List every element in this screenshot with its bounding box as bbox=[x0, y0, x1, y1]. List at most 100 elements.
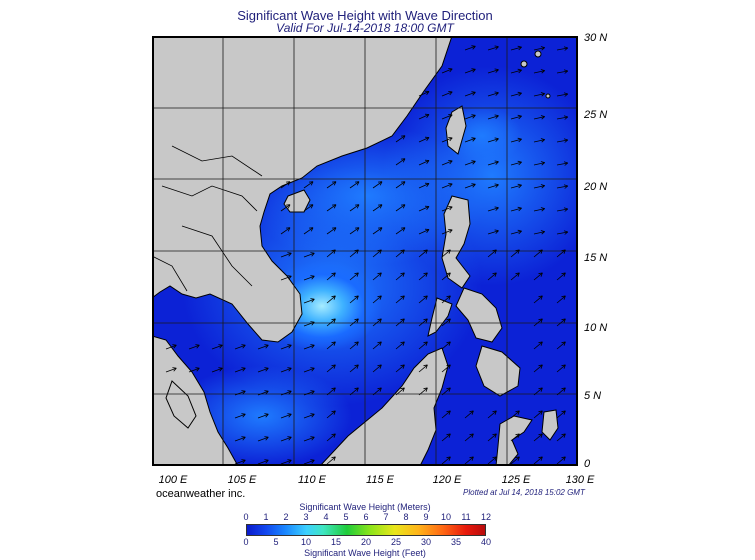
wave-direction-arrow bbox=[464, 91, 476, 97]
wave-direction-arrow bbox=[372, 272, 382, 281]
wave-direction-arrow bbox=[234, 344, 246, 350]
wave-direction-arrow bbox=[349, 272, 359, 281]
wave-direction-arrow bbox=[349, 227, 360, 235]
wave-direction-arrow bbox=[280, 275, 292, 281]
wave-direction-arrow bbox=[418, 341, 428, 350]
wave-direction-arrow bbox=[556, 433, 566, 442]
wave-direction-arrow bbox=[441, 387, 451, 396]
wave-direction-arrow bbox=[487, 456, 497, 465]
wave-direction-arrow bbox=[211, 367, 223, 373]
wave-direction-arrow bbox=[556, 185, 568, 189]
wave-direction-arrow bbox=[395, 387, 405, 396]
wave-direction-arrow bbox=[487, 69, 499, 74]
wave-direction-arrow bbox=[303, 390, 315, 396]
wave-direction-arrow bbox=[188, 367, 200, 373]
wave-direction-arrow bbox=[533, 185, 545, 189]
wave-direction-arrow bbox=[349, 364, 359, 373]
wave-direction-arrow bbox=[464, 114, 476, 120]
wave-direction-arrow bbox=[303, 252, 315, 258]
wave-direction-arrow bbox=[418, 183, 430, 189]
wave-direction-arrow bbox=[510, 69, 522, 74]
wave-direction-arrow bbox=[303, 275, 315, 281]
wave-direction-arrow bbox=[395, 364, 405, 373]
wave-direction-arrow bbox=[326, 272, 336, 281]
colorbar-meter-tick: 2 bbox=[283, 512, 289, 522]
lon-label-110e: 110 E bbox=[298, 474, 326, 486]
wave-direction-arrow bbox=[487, 161, 499, 166]
colorbar-feet-tick: 40 bbox=[480, 537, 491, 547]
colorbar-title-feet: Significant Wave Height (Feet) bbox=[304, 548, 426, 558]
wave-direction-arrow bbox=[349, 318, 359, 327]
wave-direction-arrow bbox=[510, 184, 522, 189]
wave-direction-arrow bbox=[510, 138, 522, 143]
wave-direction-arrow bbox=[533, 70, 545, 74]
wave-direction-arrow bbox=[418, 229, 430, 235]
wave-direction-arrow bbox=[257, 413, 269, 419]
wave-direction-arrow bbox=[533, 162, 545, 166]
wave-direction-arrow bbox=[395, 135, 406, 143]
wave-direction-arrow bbox=[464, 410, 474, 419]
wave-direction-arrow bbox=[556, 116, 568, 120]
wave-direction-arrow bbox=[234, 390, 246, 396]
wave-direction-arrow bbox=[464, 68, 476, 74]
wave-direction-arrow bbox=[464, 45, 476, 51]
wave-direction-arrow bbox=[464, 137, 476, 143]
wave-direction-arrow bbox=[441, 410, 451, 419]
lat-lon-grid bbox=[152, 36, 578, 466]
wave-direction-arrow bbox=[395, 341, 405, 350]
wave-direction-arrow bbox=[556, 318, 566, 327]
wave-direction-arrow bbox=[441, 295, 451, 304]
colorbar-title-meters: Significant Wave Height (Meters) bbox=[299, 502, 431, 512]
wave-direction-arrow bbox=[556, 341, 566, 350]
wave-direction-arrow bbox=[556, 410, 566, 419]
wave-direction-arrow bbox=[349, 204, 360, 212]
wave-direction-arrow bbox=[257, 390, 269, 396]
wave-direction-arrow bbox=[395, 181, 406, 189]
wave-direction-arrow bbox=[464, 160, 476, 166]
wave-direction-arrow bbox=[533, 433, 543, 442]
colorbar-feet-tick: 25 bbox=[390, 537, 401, 547]
colorbar bbox=[246, 524, 486, 536]
wave-direction-arrow bbox=[510, 249, 520, 258]
wave-direction-arrow bbox=[303, 321, 315, 327]
wave-direction-arrow bbox=[349, 181, 360, 189]
colorbar-meter-tick: 8 bbox=[403, 512, 409, 522]
wave-direction-arrow bbox=[510, 207, 522, 212]
colorbar-meter-tick: 9 bbox=[423, 512, 429, 522]
wave-direction-arrow bbox=[418, 91, 430, 97]
wave-direction-arrow bbox=[257, 367, 269, 373]
wave-direction-arrow bbox=[487, 410, 497, 419]
wave-direction-arrow bbox=[533, 387, 543, 396]
land-masses bbox=[152, 36, 559, 466]
colorbar-feet-tick: 30 bbox=[420, 537, 431, 547]
wave-direction-arrow bbox=[556, 139, 568, 143]
wave-direction-arrow bbox=[556, 208, 568, 212]
wave-direction-arrow bbox=[280, 367, 292, 373]
wave-direction-arrow bbox=[234, 459, 246, 465]
wave-direction-arrow bbox=[510, 92, 522, 97]
wave-direction-arrow bbox=[418, 364, 428, 373]
colorbar-meter-tick: 7 bbox=[383, 512, 389, 522]
wave-direction-arrow bbox=[533, 47, 545, 51]
wave-direction-arrow bbox=[441, 160, 453, 166]
credit-text: oceanweather inc. bbox=[156, 488, 246, 500]
wave-direction-arrow bbox=[441, 91, 453, 97]
wave-direction-arrow bbox=[234, 436, 246, 442]
wave-direction-arrow bbox=[487, 433, 497, 442]
wave-direction-arrow bbox=[418, 249, 428, 258]
wave-direction-arrow bbox=[303, 344, 315, 350]
wave-direction-arrow bbox=[280, 459, 292, 465]
wave-direction-arrow bbox=[533, 318, 543, 327]
wave-direction-arrow bbox=[441, 114, 453, 120]
wave-direction-arrow bbox=[257, 344, 269, 350]
wave-direction-arrow bbox=[418, 160, 430, 166]
wave-direction-arrow bbox=[441, 364, 451, 373]
colorbar-feet-tick: 10 bbox=[300, 537, 311, 547]
wave-direction-arrow bbox=[234, 413, 246, 419]
wave-direction-arrow bbox=[533, 116, 545, 120]
wave-direction-arrow bbox=[510, 272, 520, 281]
map-border bbox=[152, 36, 578, 466]
wave-direction-arrow bbox=[326, 341, 336, 350]
lat-label-10n: 10 N bbox=[584, 322, 608, 334]
wave-direction-arrow bbox=[326, 318, 336, 327]
